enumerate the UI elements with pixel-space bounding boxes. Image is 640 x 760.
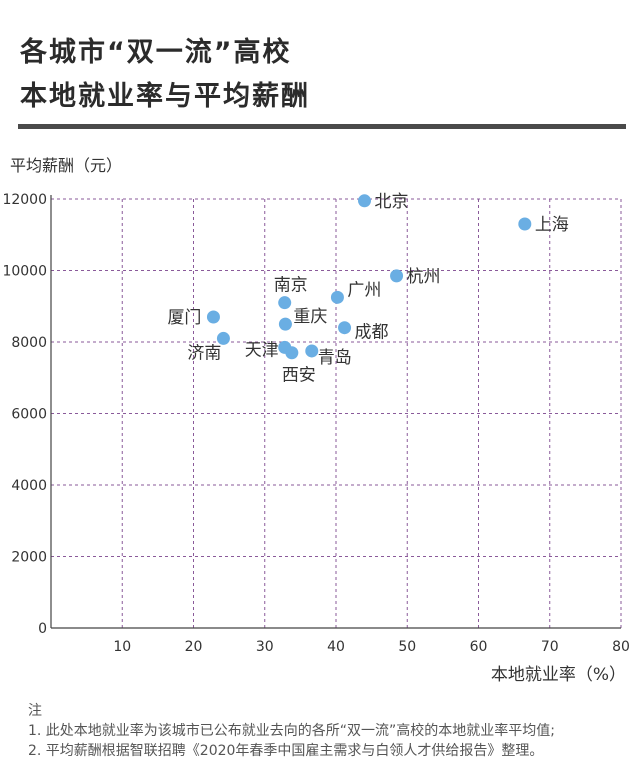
note-line-2: 2. 平均薪酬根据智联招聘《2020年春季中国雇主需求与白领人才供给报告》整理。 bbox=[28, 743, 544, 759]
x-tick-label: 10 bbox=[113, 639, 131, 655]
data-point bbox=[330, 290, 344, 304]
point-label: 杭州 bbox=[407, 267, 441, 287]
y-tick-label: 10000 bbox=[2, 264, 47, 280]
data-point bbox=[206, 310, 220, 324]
data-point bbox=[518, 217, 532, 231]
x-tick-label: 50 bbox=[398, 639, 416, 655]
x-tick-label: 40 bbox=[327, 639, 345, 655]
data-points bbox=[206, 194, 532, 360]
data-point bbox=[285, 346, 299, 360]
chart-title-line1: 各城市“双一流”高校 bbox=[20, 37, 292, 68]
data-point bbox=[305, 344, 319, 358]
point-label: 厦门 bbox=[167, 308, 201, 328]
y-tick-label: 0 bbox=[38, 621, 47, 637]
x-axis-label: 本地就业率（%） bbox=[490, 665, 626, 685]
x-tick-label: 80 bbox=[612, 639, 630, 655]
point-label: 济南 bbox=[187, 343, 221, 363]
x-tick-label: 60 bbox=[470, 639, 488, 655]
point-label: 成都 bbox=[355, 323, 389, 343]
point-label: 北京 bbox=[375, 192, 409, 212]
data-point bbox=[338, 321, 352, 335]
point-label: 青岛 bbox=[318, 348, 352, 368]
data-point bbox=[278, 317, 292, 331]
y-tick-label: 6000 bbox=[11, 407, 47, 423]
axes bbox=[50, 195, 621, 629]
y-axis-label: 平均薪酬（元） bbox=[10, 156, 123, 175]
data-point bbox=[216, 331, 230, 345]
grid bbox=[51, 198, 622, 628]
tick-labels: 0 2000 4000 6000 8000 10000 12000 10 20 30 40 50 60 7… bbox=[2, 192, 629, 655]
data-point bbox=[390, 269, 404, 283]
notes-heading: 注 bbox=[28, 703, 42, 719]
point-label: 天津 bbox=[245, 340, 279, 360]
point-label: 重庆 bbox=[293, 307, 327, 327]
point-label: 南京 bbox=[274, 276, 308, 296]
x-tick-label: 70 bbox=[541, 639, 559, 655]
chart-title-line2: 本地就业率与平均薪酬 bbox=[20, 81, 310, 112]
data-point bbox=[358, 194, 371, 208]
x-tick-label: 20 bbox=[185, 639, 203, 655]
point-label: 广州 bbox=[347, 280, 381, 300]
y-tick-label: 2000 bbox=[11, 550, 47, 566]
note-line-1: 1. 此处本地就业率为该城市已公布就业去向的各所“双一流”高校的本地就业率平均值… bbox=[28, 723, 556, 739]
title-divider bbox=[18, 124, 626, 129]
y-tick-label: 8000 bbox=[11, 335, 47, 351]
point-label: 西安 bbox=[282, 366, 316, 386]
y-tick-label: 12000 bbox=[2, 192, 47, 208]
y-tick-label: 4000 bbox=[11, 478, 47, 494]
data-point bbox=[278, 296, 292, 310]
x-tick-label: 30 bbox=[256, 639, 274, 655]
point-label: 上海 bbox=[535, 215, 569, 235]
